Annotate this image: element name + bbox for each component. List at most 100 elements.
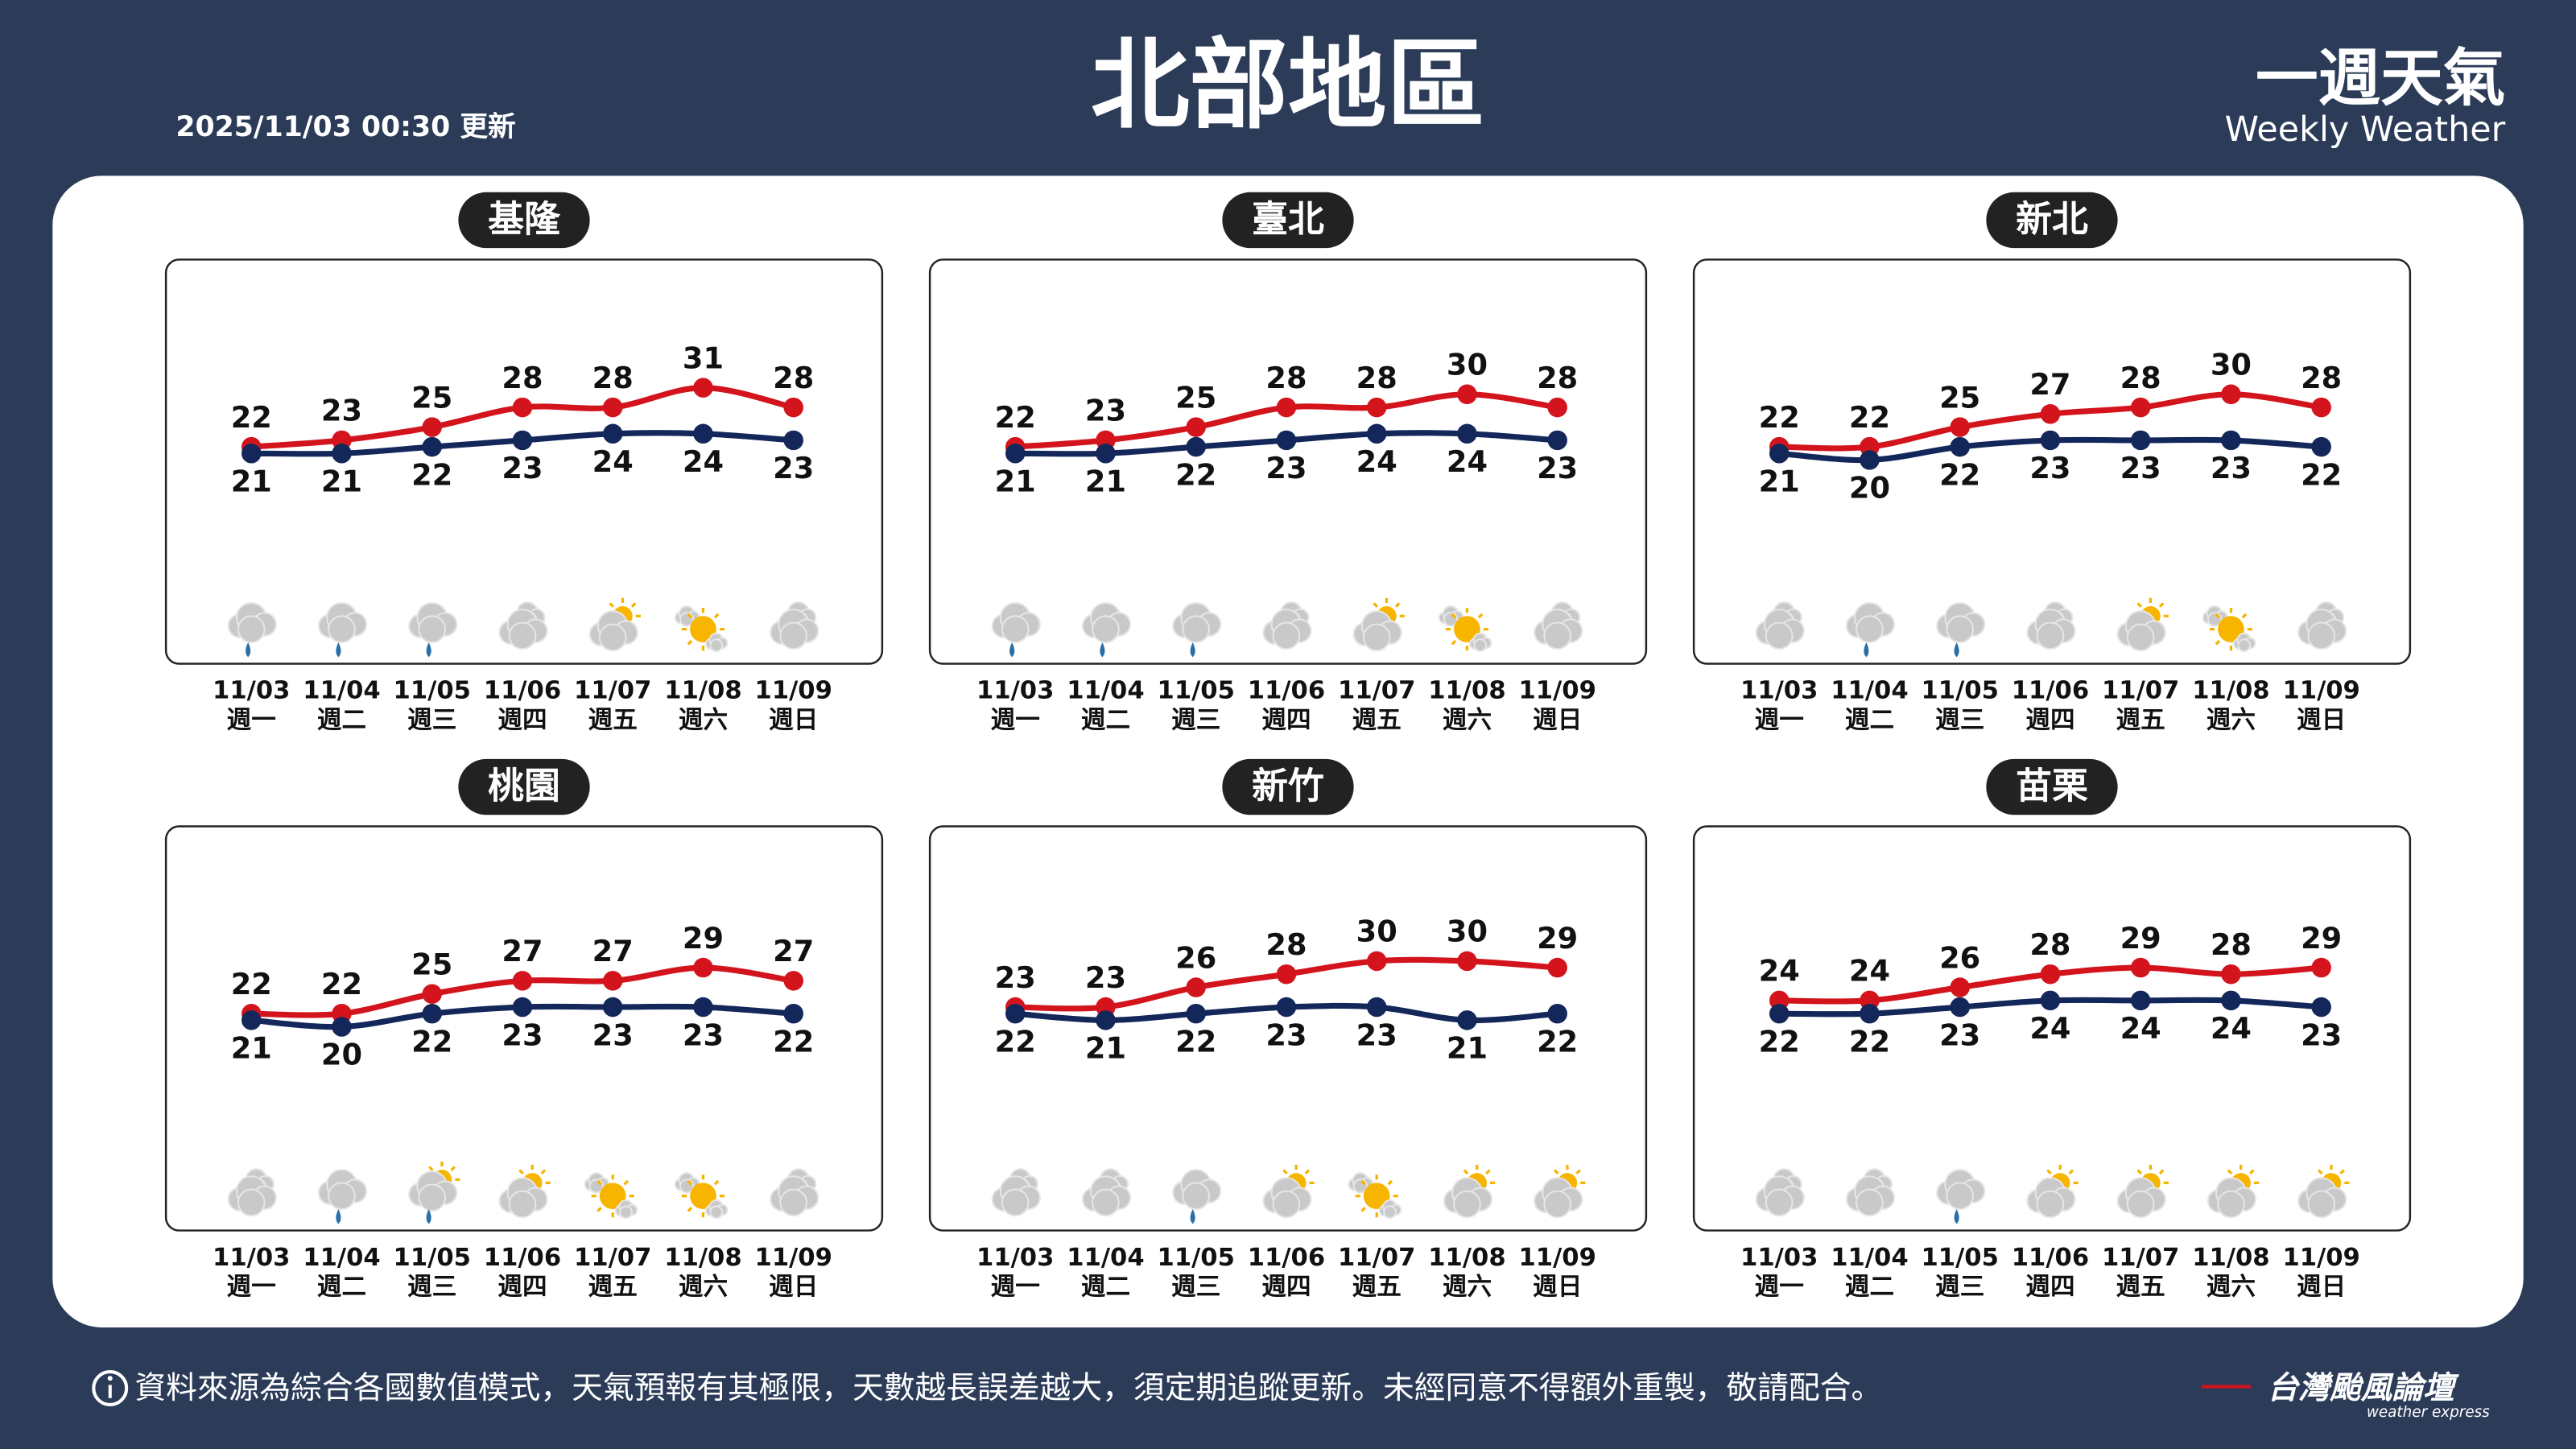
weekday-label: 週日 bbox=[2297, 706, 2346, 734]
date-label: 11/07 bbox=[1338, 677, 1415, 705]
temp-label: 22 bbox=[995, 400, 1036, 435]
sun-ray bbox=[2215, 639, 2221, 646]
weekday-label: 週二 bbox=[317, 706, 366, 734]
temp-label: 27 bbox=[592, 934, 634, 968]
temp-point bbox=[2040, 964, 2061, 985]
sun-ray bbox=[1387, 1179, 1393, 1186]
temp-point bbox=[1547, 957, 1567, 978]
temp-point bbox=[1186, 977, 1206, 997]
weekday-label: 週五 bbox=[2116, 1274, 2165, 1302]
sun-ray bbox=[2158, 602, 2165, 608]
sun-ray bbox=[687, 1179, 693, 1186]
sun-ray bbox=[597, 1179, 602, 1186]
sun bbox=[690, 616, 716, 642]
weather-icon bbox=[2116, 597, 2169, 652]
temp-label: 21 bbox=[1085, 464, 1126, 499]
weather-icon bbox=[991, 601, 1041, 658]
cloud-part bbox=[418, 615, 447, 643]
date-label: 11/09 bbox=[755, 677, 832, 705]
temp-label: 23 bbox=[592, 1018, 634, 1052]
weekday-label: 週一 bbox=[227, 706, 276, 734]
sun-ray bbox=[2136, 602, 2143, 608]
chart-frame bbox=[928, 258, 1648, 665]
date-label: 11/07 bbox=[574, 1244, 651, 1272]
weekday-label: 週五 bbox=[1352, 1274, 1402, 1302]
temp-label: 30 bbox=[1356, 914, 1397, 949]
sun bbox=[690, 1183, 716, 1210]
weekday-label: 週六 bbox=[2207, 706, 2256, 734]
cloud-part bbox=[709, 1205, 724, 1220]
weather-icon bbox=[1936, 1169, 1986, 1224]
date-label: 11/05 bbox=[1922, 677, 1999, 705]
date-label: 11/06 bbox=[484, 1244, 561, 1272]
temp-point bbox=[1457, 951, 1477, 972]
temp-point bbox=[783, 971, 803, 991]
weather-icon bbox=[2202, 605, 2256, 652]
sun-ray bbox=[1304, 1169, 1311, 1174]
temp-label: 28 bbox=[592, 361, 634, 395]
temp-point bbox=[332, 444, 352, 464]
sun-ray bbox=[630, 602, 637, 608]
weekday-label: 週五 bbox=[588, 1274, 638, 1302]
sun-ray bbox=[713, 613, 720, 619]
temp-point bbox=[1769, 444, 1790, 464]
weather-icon bbox=[770, 601, 819, 650]
cloud-part bbox=[2307, 621, 2336, 650]
temp-label: 23 bbox=[2029, 451, 2070, 485]
sun-ray bbox=[427, 1166, 434, 1171]
cloud-part bbox=[1092, 1188, 1120, 1217]
sun-ray bbox=[2249, 1169, 2255, 1174]
cloud-part bbox=[2126, 1190, 2155, 1219]
cloud-part bbox=[1272, 1190, 1301, 1219]
cloud-part bbox=[1543, 621, 1572, 650]
weekday-label: 週日 bbox=[2297, 1274, 2346, 1302]
temp-label: 31 bbox=[683, 341, 724, 375]
weather-icon bbox=[770, 1168, 819, 1217]
temp-label: 20 bbox=[1849, 471, 1890, 506]
date-label: 11/08 bbox=[664, 677, 741, 705]
temp-label: 22 bbox=[1849, 400, 1890, 435]
rain-drop bbox=[426, 642, 431, 658]
weekday-label: 週三 bbox=[1171, 706, 1220, 734]
chart-title: 新北 bbox=[2016, 198, 2088, 241]
date-label: 11/05 bbox=[1158, 677, 1235, 705]
date-label: 11/05 bbox=[1922, 1244, 1999, 1272]
temp-point bbox=[1769, 1003, 1790, 1024]
cloud-part bbox=[779, 1188, 808, 1217]
weather-icon bbox=[584, 1172, 638, 1220]
weather-icon bbox=[1534, 1164, 1586, 1219]
temp-point bbox=[1950, 977, 1970, 997]
rain-drop bbox=[1190, 1209, 1195, 1224]
temp-label: 23 bbox=[1537, 451, 1578, 485]
temp-label: 23 bbox=[773, 451, 814, 485]
cloud-part bbox=[1765, 621, 1794, 650]
temp-point bbox=[693, 423, 713, 444]
sun-ray bbox=[1553, 1169, 1559, 1174]
sun-ray bbox=[1463, 1169, 1469, 1174]
weekday-label: 週三 bbox=[1171, 1274, 1220, 1302]
sun-ray bbox=[597, 1206, 602, 1212]
weather-icon bbox=[1262, 601, 1312, 650]
temp-point bbox=[1950, 436, 1970, 457]
temp-label: 21 bbox=[1447, 1031, 1488, 1066]
date-label: 11/09 bbox=[1519, 677, 1596, 705]
temp-label: 27 bbox=[773, 934, 814, 968]
temp-point bbox=[602, 423, 623, 444]
cloud-part bbox=[1092, 615, 1120, 643]
weather-icon bbox=[1172, 1169, 1222, 1224]
rain-drop bbox=[336, 1209, 341, 1224]
temp-point bbox=[422, 984, 442, 1004]
sun-ray bbox=[2215, 613, 2221, 619]
weather-icon bbox=[1348, 1172, 1402, 1220]
weekday-label: 週一 bbox=[227, 1274, 276, 1302]
temp-label: 29 bbox=[1537, 921, 1578, 956]
temp-point bbox=[693, 957, 713, 978]
temp-point bbox=[1950, 417, 1970, 437]
temp-point bbox=[1276, 964, 1297, 985]
date-label: 11/08 bbox=[2192, 1244, 2269, 1272]
cloud-part bbox=[1362, 623, 1391, 652]
cloud-part bbox=[237, 1188, 266, 1217]
temp-label: 23 bbox=[1356, 1018, 1397, 1052]
temp-label: 22 bbox=[321, 967, 362, 1001]
